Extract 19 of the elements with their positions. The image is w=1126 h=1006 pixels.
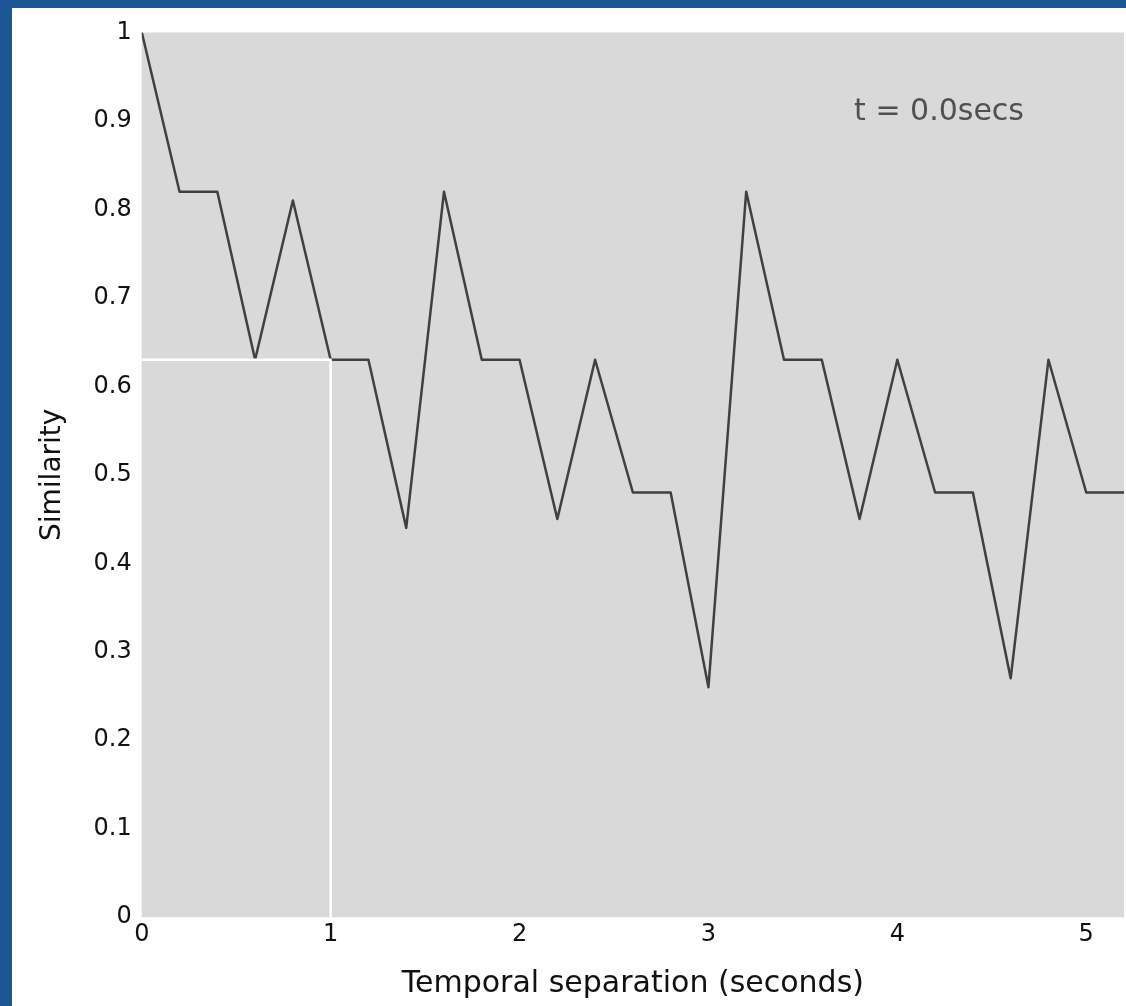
y-tick-label: 0.3 (93, 635, 132, 664)
y-tick-label: 1 (116, 16, 132, 45)
x-tick-label: 5 (1078, 918, 1094, 947)
y-tick-label: 0.6 (93, 370, 132, 399)
x-axis-title: Temporal separation (seconds) (400, 963, 864, 999)
y-tick-label: 0.5 (93, 459, 132, 488)
y-tick-label: 0.1 (93, 812, 132, 841)
y-tick-label: 0.9 (93, 105, 132, 134)
y-tick-label: 0.2 (93, 724, 132, 753)
y-axis-title: Similarity (34, 408, 68, 541)
y-tick-label: 0.4 (93, 547, 132, 576)
x-tick-label: 4 (889, 918, 905, 947)
annotation: t = 0.0secs (854, 92, 1024, 128)
x-tick-label: 2 (511, 918, 528, 947)
x-tick-label: 1 (323, 918, 339, 947)
y-tick-label: 0.7 (93, 282, 132, 311)
y-tick-label: 0.8 (93, 193, 132, 222)
x-tick-label: 3 (700, 918, 717, 947)
x-tick-label: 0 (134, 918, 150, 947)
